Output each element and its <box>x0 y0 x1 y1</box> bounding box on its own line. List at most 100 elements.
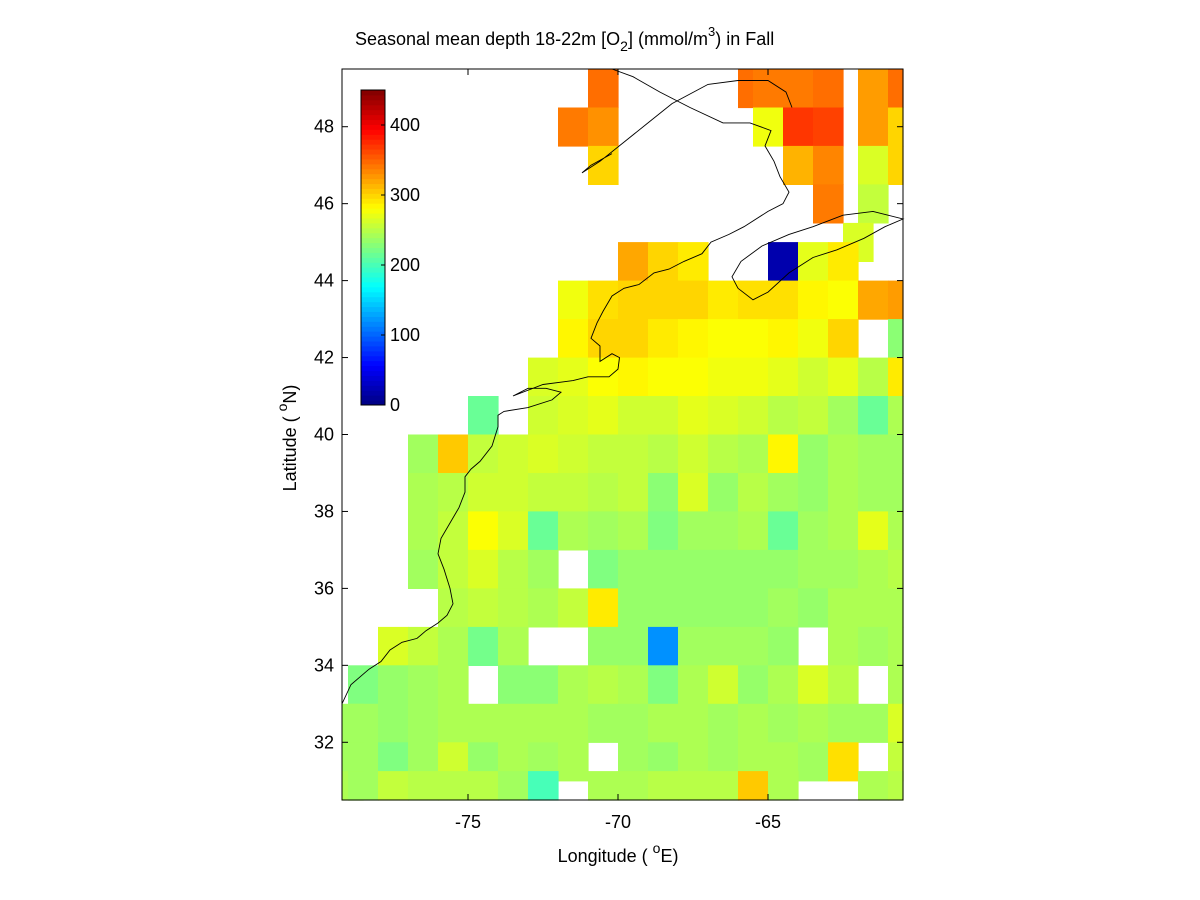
grid-cell <box>738 511 769 551</box>
grid-cell <box>678 473 709 513</box>
grid-cell <box>888 626 904 666</box>
grid-cell <box>588 703 619 743</box>
x-axis-label: Longitude ( oE) <box>558 840 679 866</box>
grid-cell <box>468 703 499 743</box>
grid-cell <box>888 69 904 109</box>
grid-cell <box>528 665 559 705</box>
grid-cell <box>828 473 859 513</box>
grid-cell <box>438 626 469 666</box>
grid-cell <box>888 771 904 801</box>
colorbar-segment <box>361 163 385 170</box>
grid-cell <box>648 280 679 320</box>
y-tick-label: 34 <box>314 655 334 675</box>
grid-cell <box>588 588 619 628</box>
grid-cell <box>738 549 769 589</box>
colorbar-segment <box>361 144 385 150</box>
grid-cell <box>618 280 649 320</box>
grid-cell <box>768 588 799 628</box>
colorbar-segment <box>361 286 385 293</box>
grid-cell <box>558 434 589 474</box>
grid-cell <box>813 184 844 224</box>
grid-cell <box>528 549 559 589</box>
grid-cell <box>738 771 769 801</box>
grid-cell <box>678 396 709 436</box>
grid-cell <box>813 107 844 147</box>
colorbar-segment <box>361 272 385 278</box>
grid-cell <box>588 107 619 147</box>
grid-cell <box>888 280 904 320</box>
grid-cell <box>588 626 619 666</box>
grid-cell <box>888 549 904 589</box>
grid-cell <box>438 665 469 705</box>
colorbar-segment <box>361 341 385 347</box>
grid-cell <box>648 434 679 474</box>
grid-cell <box>528 771 559 801</box>
colorbar-segment <box>361 213 385 219</box>
grid-cell <box>648 396 679 436</box>
colorbar-tick-label: 300 <box>390 185 420 205</box>
grid-cell <box>858 434 889 474</box>
grid-cell <box>798 549 829 589</box>
grid-cell <box>768 434 799 474</box>
grid-cell <box>648 242 679 282</box>
colorbar-segment <box>361 217 385 224</box>
grid-cell <box>828 280 859 320</box>
y-tick-label: 42 <box>314 348 334 368</box>
y-tick-label: 40 <box>314 425 334 445</box>
coastline-gulf <box>581 80 793 174</box>
grid-cell <box>438 703 469 743</box>
grid-cell <box>498 771 529 801</box>
grid-cell <box>708 319 739 359</box>
colorbar-segment <box>361 306 385 312</box>
coastline-mainland <box>341 68 790 704</box>
grid-cell <box>408 703 439 743</box>
x-tick-label: -75 <box>455 812 481 832</box>
grid-cell <box>498 703 529 743</box>
colorbar-segment <box>361 129 385 135</box>
grid-cell <box>618 434 649 474</box>
grid-cell <box>438 588 469 628</box>
coastline <box>341 68 905 704</box>
grid-cell <box>468 771 499 801</box>
grid-cell <box>768 357 799 397</box>
grid-cell <box>588 434 619 474</box>
grid-cell <box>888 145 904 185</box>
grid-cell <box>783 145 814 185</box>
grid-cell <box>678 771 709 801</box>
grid-cell <box>708 280 739 320</box>
grid-cell <box>528 588 559 628</box>
grid-cell <box>858 396 889 436</box>
colorbar-segment <box>361 355 385 362</box>
grid-cell <box>498 665 529 705</box>
grid-cell <box>858 357 889 397</box>
grid-cell <box>408 771 439 801</box>
colorbar-segment <box>361 153 385 160</box>
grid-cell <box>888 511 904 551</box>
grid-cell <box>798 242 829 282</box>
grid-cell <box>618 242 649 282</box>
grid-cell <box>858 771 889 801</box>
coastline-nova-scotia <box>731 210 905 301</box>
colorbar-segment <box>361 291 385 298</box>
grid-cell <box>618 703 649 743</box>
grid-cell <box>588 771 619 801</box>
colorbar-segment <box>361 90 385 96</box>
colorbar-segment <box>361 296 385 303</box>
grid-cell <box>768 242 799 282</box>
grid-cell <box>588 145 619 185</box>
colorbar-segment <box>361 149 385 155</box>
colorbar-segment <box>361 267 385 273</box>
colorbar-segment <box>361 311 385 317</box>
grid-cell <box>768 703 799 743</box>
grid-cell <box>858 588 889 628</box>
colorbar-segment <box>361 227 385 234</box>
grid-cell <box>828 742 859 782</box>
colorbar-segment <box>361 301 385 308</box>
grid-cell <box>798 588 829 628</box>
grid-cell <box>558 742 589 782</box>
grid-cell <box>348 771 379 801</box>
grid-cell <box>768 396 799 436</box>
grid-cell <box>678 588 709 628</box>
colorbar-segment <box>361 232 385 239</box>
grid-cell <box>768 626 799 666</box>
